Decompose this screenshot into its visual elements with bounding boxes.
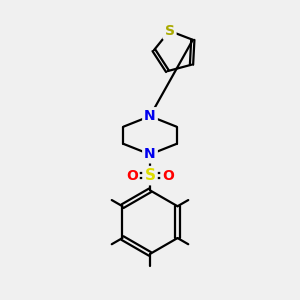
Text: N: N [144,147,156,161]
Text: N: N [144,109,156,123]
Text: S: S [164,24,175,38]
Text: S: S [145,168,155,183]
Text: O: O [126,169,138,183]
Text: O: O [162,169,174,183]
